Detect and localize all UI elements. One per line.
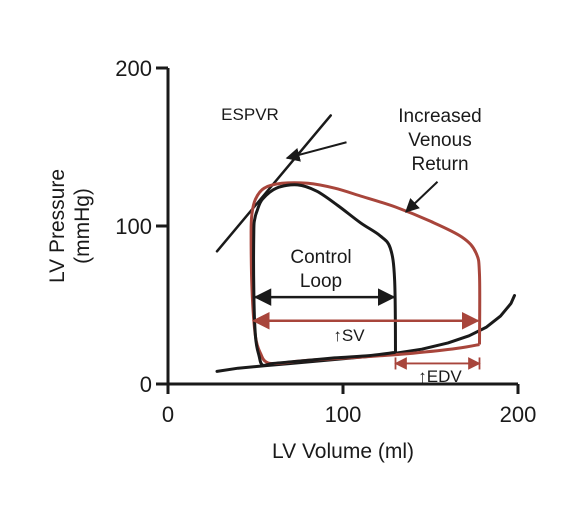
sv-label: ↑SV xyxy=(333,326,365,345)
control-loop xyxy=(252,183,397,367)
x-tick-label: 0 xyxy=(162,402,174,427)
espvr-pointer-arrow xyxy=(285,141,347,162)
y-tick-label: 100 xyxy=(115,214,152,239)
x-axis-title: LV Volume (ml) xyxy=(272,440,414,463)
x-tick-label: 200 xyxy=(500,402,537,427)
control-loop-label-line1: Control xyxy=(290,247,351,268)
increased-venous-return-pointer-arrow xyxy=(404,181,439,213)
increased-venous-return-label-line2: Venous xyxy=(408,130,471,151)
edpvr-curve xyxy=(215,294,516,373)
espvr-label: ESPVR xyxy=(221,105,279,124)
increased-venous-return-label-line1: Increased xyxy=(398,106,481,127)
control-loop-label-line2: Loop xyxy=(300,271,342,292)
y-tick-label: 200 xyxy=(115,56,152,81)
increased-venous-return-loop xyxy=(249,181,482,366)
y-axis-title: LV Pressure xyxy=(46,169,69,283)
increased-venous-return-label-line3: Return xyxy=(411,154,468,175)
edv-label: ↑EDV xyxy=(418,367,462,386)
x-tick-label: 100 xyxy=(325,402,362,427)
y-tick-label: 0 xyxy=(140,372,152,397)
y-axis-unit: (mmHg) xyxy=(71,188,94,264)
